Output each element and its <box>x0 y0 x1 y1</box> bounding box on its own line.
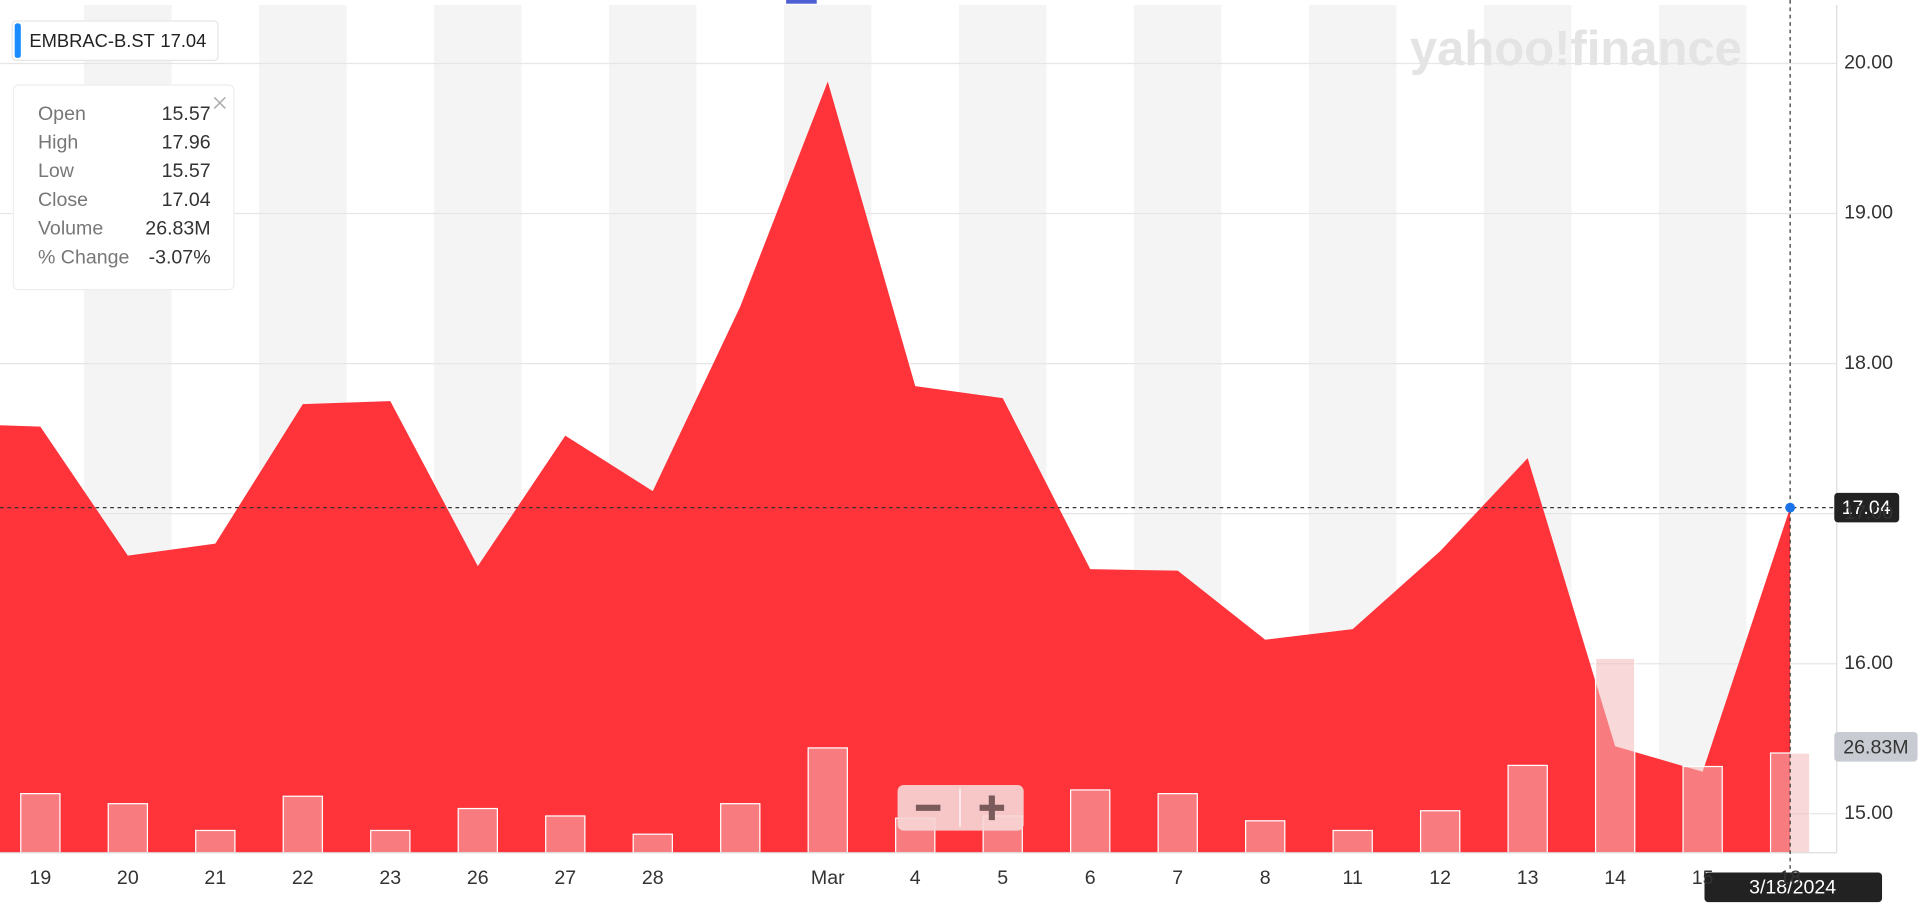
tooltip-value: 17.96 <box>162 131 211 153</box>
tooltip-label: Open <box>38 103 86 125</box>
volume-bar <box>1682 765 1723 853</box>
volume-bar <box>457 807 499 853</box>
tooltip-value: 26.83M <box>145 218 210 240</box>
symbol-tag: EMBRAC-B.ST 17.04 <box>11 20 219 62</box>
volume-bar <box>807 747 848 853</box>
volume-bar <box>370 829 411 853</box>
symbol-color <box>14 23 21 58</box>
volume-bar <box>1070 789 1111 853</box>
x-tick-label: 18 <box>1779 867 1801 889</box>
volume-label-box <box>1834 732 1918 762</box>
volume-label: 26.83M <box>1843 736 1908 758</box>
y-tick-label: 20.00 <box>1844 52 1893 74</box>
y-tick-label: 17.00 <box>1844 502 1893 524</box>
tooltip-value: -3.07% <box>149 246 211 268</box>
tooltip-value: 15.57 <box>162 103 211 125</box>
tooltip-label: Low <box>38 160 75 182</box>
symbol-box <box>11 20 219 62</box>
x-tick-label: 22 <box>292 867 314 889</box>
tooltip-label: Volume <box>38 218 103 240</box>
volume-bar <box>1157 793 1198 853</box>
price-label: 17.04 <box>1842 497 1891 519</box>
date-label: 3/18/2024 <box>1749 877 1836 899</box>
tooltip-label: High <box>38 131 78 153</box>
x-tick-label: 14 <box>1604 867 1626 889</box>
x-tick-label: 26 <box>467 867 489 889</box>
range-handle[interactable] <box>786 0 817 4</box>
x-tick-label: 27 <box>554 867 576 889</box>
tooltip-box <box>12 84 235 291</box>
volume-bar <box>632 833 673 853</box>
volume-bar <box>1332 829 1373 853</box>
x-tick-label: 20 <box>117 867 139 889</box>
symbol-price: 17.04 <box>160 30 206 51</box>
volume-bar <box>1507 764 1548 853</box>
x-tick-label: 12 <box>1429 867 1451 889</box>
volume-bar <box>1594 657 1636 853</box>
zoom-out[interactable] <box>915 804 941 811</box>
close-icon[interactable] <box>213 96 226 109</box>
symbol: EMBRAC-B.ST <box>29 30 154 51</box>
volume-bar <box>20 793 61 853</box>
volume-bar <box>1245 820 1286 853</box>
volume-bar <box>195 829 236 853</box>
volume-bar <box>720 803 761 853</box>
price-label-box <box>1834 492 1900 523</box>
volume-bar <box>107 803 149 853</box>
x-tick-label: 7 <box>1172 867 1183 889</box>
x-tick-label: Mar <box>811 867 845 889</box>
x-tick-label: 6 <box>1085 867 1096 889</box>
tooltip-label: % Change <box>38 246 130 268</box>
tooltip-value: 17.04 <box>162 189 211 211</box>
tooltip-label: Close <box>38 189 88 211</box>
y-tick-label: 16.00 <box>1844 652 1893 674</box>
zoom-controls <box>897 784 1024 831</box>
x-tick-label: 5 <box>997 867 1008 889</box>
date-label-box <box>1704 872 1883 903</box>
volume-bar <box>282 795 324 853</box>
volume-bar <box>1419 810 1461 853</box>
watermark: yahoo!finance <box>1410 22 1742 76</box>
x-tick-label: 13 <box>1517 867 1539 889</box>
tooltip-value: 15.57 <box>162 160 211 182</box>
volume-bar <box>545 815 586 853</box>
zoom-in[interactable] <box>988 795 995 821</box>
tooltip: Open 15.57 High 17.96 Low 15.57 Close 17.04 Volu… <box>12 84 235 291</box>
y-tick-label: 18.00 <box>1844 352 1893 374</box>
x-tick-label: 15 <box>1692 867 1714 889</box>
x-tick-label: 8 <box>1260 867 1271 889</box>
x-tick-label: 19 <box>29 867 51 889</box>
x-tick-label: 28 <box>642 867 664 889</box>
y-tick-label: 15.00 <box>1844 802 1893 824</box>
x-tick-label: 4 <box>910 867 921 889</box>
x-tick-label: 21 <box>204 867 226 889</box>
price-area <box>0 81 1791 853</box>
x-tick-label: 11 <box>1343 867 1363 889</box>
y-tick-label: 19.00 <box>1844 202 1893 224</box>
x-tick-label: 23 <box>379 867 401 889</box>
crosshair-point <box>1785 502 1796 513</box>
